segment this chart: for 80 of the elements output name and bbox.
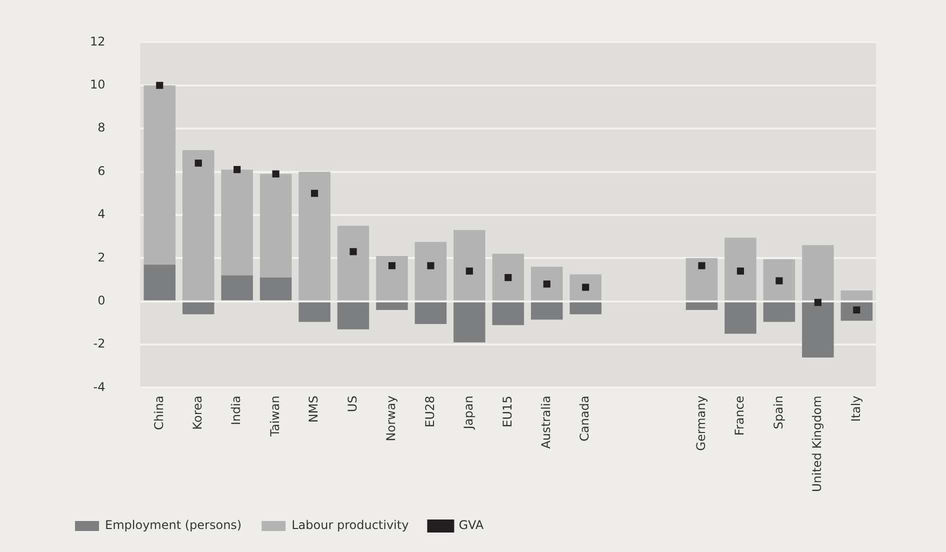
bar <box>686 258 718 300</box>
point <box>698 262 706 270</box>
bar <box>530 302 563 320</box>
y-tick-label: 2 <box>98 250 106 264</box>
bar <box>182 150 214 300</box>
bar <box>221 275 253 300</box>
y-tick-label: -4 <box>93 380 106 394</box>
bar <box>221 170 253 276</box>
point <box>350 248 357 256</box>
bar <box>260 278 292 300</box>
bar <box>376 302 408 310</box>
point <box>504 274 512 282</box>
point <box>466 268 473 275</box>
y-tick-label: 0 <box>98 293 106 308</box>
point <box>543 280 550 288</box>
x-tick-label: United Kingdom <box>810 396 824 492</box>
bar <box>840 302 873 321</box>
y-tick-label: -2 <box>93 336 106 351</box>
y-tick-label: 10 <box>90 78 106 92</box>
point <box>272 170 280 178</box>
bar <box>454 230 486 300</box>
x-tick-label: China <box>152 396 166 430</box>
point <box>853 306 860 314</box>
bar <box>376 256 408 300</box>
bar <box>570 302 602 314</box>
point <box>194 160 202 167</box>
x-tick-label: Australia <box>538 396 553 449</box>
x-tick-label: Korea <box>190 396 204 430</box>
point <box>776 277 783 284</box>
point <box>814 298 822 306</box>
x-tick-label: India <box>229 396 244 426</box>
bar <box>763 259 796 300</box>
bar <box>530 266 563 300</box>
legend-label: Labour productivity <box>292 518 409 532</box>
bar <box>298 172 330 300</box>
bar <box>840 290 873 300</box>
bar <box>492 302 524 326</box>
point <box>582 284 590 291</box>
bar <box>454 302 486 342</box>
x-tick-label: Taiwan <box>268 396 282 438</box>
x-tick-label: Canada <box>578 396 592 442</box>
x-tick-label: France <box>732 396 747 436</box>
point <box>234 166 241 174</box>
y-tick-label: 6 <box>98 164 106 178</box>
bar <box>724 238 756 300</box>
bar <box>298 302 330 322</box>
bar <box>802 302 834 358</box>
x-tick-label: NMS <box>306 396 321 423</box>
point <box>310 190 318 197</box>
bar <box>144 264 176 300</box>
bar <box>414 242 447 300</box>
bar <box>144 85 176 265</box>
y-tick-label: 8 <box>98 120 106 135</box>
y-tick-label: 12 <box>90 34 106 48</box>
bar <box>570 274 602 300</box>
x-tick-label: Germany <box>694 396 708 451</box>
y-tick-label: 4 <box>98 207 106 222</box>
bar <box>724 302 756 334</box>
bar <box>492 254 524 300</box>
legend-label: GVA <box>458 518 484 532</box>
bar <box>802 245 834 300</box>
x-tick-label: EU28 <box>422 396 437 428</box>
bar <box>260 174 292 278</box>
bar <box>337 302 370 330</box>
bar <box>686 302 718 310</box>
bar <box>763 302 796 322</box>
legend-label: Employment (persons) <box>105 518 242 532</box>
x-tick-label: Norway <box>384 396 398 442</box>
point <box>427 262 434 270</box>
x-tick-label: Spain <box>771 396 786 430</box>
point <box>388 262 396 270</box>
x-tick-label: EU15 <box>500 396 514 428</box>
bar <box>182 302 214 314</box>
point <box>156 82 164 89</box>
bar <box>414 302 447 324</box>
x-tick-label: Japan <box>462 396 476 430</box>
x-tick-label: US <box>345 396 360 412</box>
x-tick-label: Italy <box>848 396 863 422</box>
point <box>736 268 744 275</box>
bar <box>337 226 370 300</box>
